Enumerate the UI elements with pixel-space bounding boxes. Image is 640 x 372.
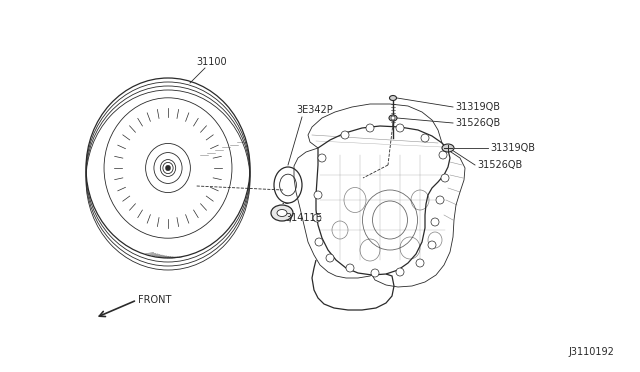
Ellipse shape [163, 163, 173, 174]
Text: 31319QB: 31319QB [455, 102, 500, 112]
Circle shape [366, 124, 374, 132]
Circle shape [371, 269, 379, 277]
Ellipse shape [166, 165, 170, 171]
Circle shape [439, 151, 447, 159]
Text: 31100: 31100 [196, 57, 227, 67]
Circle shape [396, 124, 404, 132]
Text: 31319QB: 31319QB [490, 143, 535, 153]
Circle shape [441, 174, 449, 182]
Ellipse shape [277, 209, 287, 217]
Circle shape [416, 259, 424, 267]
Text: 31526QB: 31526QB [455, 118, 500, 128]
Text: 31526QB: 31526QB [477, 160, 522, 170]
Circle shape [326, 254, 334, 262]
Text: 3E342P: 3E342P [296, 105, 333, 115]
Circle shape [313, 214, 321, 222]
Circle shape [396, 268, 404, 276]
Circle shape [346, 264, 354, 272]
Circle shape [421, 134, 429, 142]
Circle shape [431, 218, 439, 226]
Ellipse shape [442, 144, 454, 152]
Ellipse shape [390, 96, 397, 100]
Circle shape [436, 196, 444, 204]
Ellipse shape [271, 205, 293, 221]
Circle shape [341, 131, 349, 139]
Circle shape [428, 241, 436, 249]
Circle shape [391, 116, 395, 120]
Text: 31411E: 31411E [285, 213, 322, 223]
Circle shape [318, 154, 326, 162]
Circle shape [315, 238, 323, 246]
Circle shape [314, 191, 322, 199]
Ellipse shape [389, 115, 397, 121]
Text: J3110192: J3110192 [568, 347, 614, 357]
Text: FRONT: FRONT [138, 295, 172, 305]
